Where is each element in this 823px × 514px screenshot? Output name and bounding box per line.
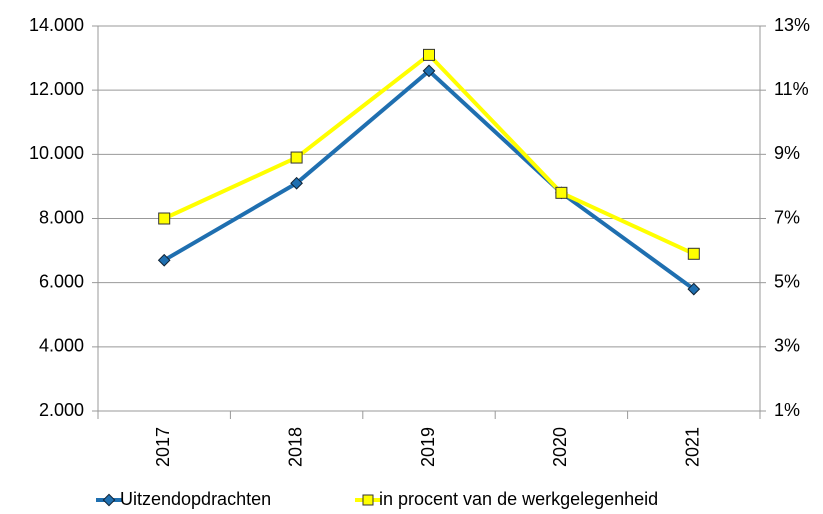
marker bbox=[687, 282, 701, 296]
y-tick-label: 8.000 bbox=[39, 207, 84, 227]
y-tick-label: 10.000 bbox=[29, 143, 84, 163]
y-tick-label: 12.000 bbox=[29, 79, 84, 99]
marker bbox=[158, 212, 171, 225]
x-tick-label: 2018 bbox=[285, 427, 305, 467]
x-tick-label: 2020 bbox=[550, 427, 570, 467]
legend-marker bbox=[102, 493, 116, 507]
y-tick-label: 2.000 bbox=[39, 400, 84, 420]
x-tick-label: 2017 bbox=[153, 427, 173, 467]
y2-tick-label: 13% bbox=[774, 15, 810, 35]
y2-tick-label: 3% bbox=[774, 336, 800, 356]
marker bbox=[157, 253, 171, 267]
x-tick-label: 2021 bbox=[683, 427, 703, 467]
marker bbox=[290, 151, 303, 164]
marker bbox=[555, 186, 568, 199]
marker bbox=[423, 48, 435, 61]
y2-tick-label: 9% bbox=[774, 143, 800, 163]
legend-label: Uitzendopdrachten bbox=[120, 489, 271, 509]
y-tick-label: 14.000 bbox=[29, 15, 84, 35]
marker bbox=[422, 64, 436, 78]
y2-tick-label: 5% bbox=[774, 271, 800, 291]
x-tick-label: 2019 bbox=[418, 427, 438, 467]
marker bbox=[687, 247, 700, 260]
y2-tick-label: 1% bbox=[774, 400, 800, 420]
legend-marker bbox=[362, 494, 374, 506]
y2-tick-label: 7% bbox=[774, 207, 800, 227]
y-tick-label: 6.000 bbox=[39, 271, 84, 291]
y-tick-label: 4.000 bbox=[39, 336, 84, 356]
legend-label: in procent van de werkgelegenheid bbox=[379, 489, 658, 509]
y2-tick-label: 11% bbox=[774, 79, 809, 99]
marker bbox=[290, 176, 303, 190]
